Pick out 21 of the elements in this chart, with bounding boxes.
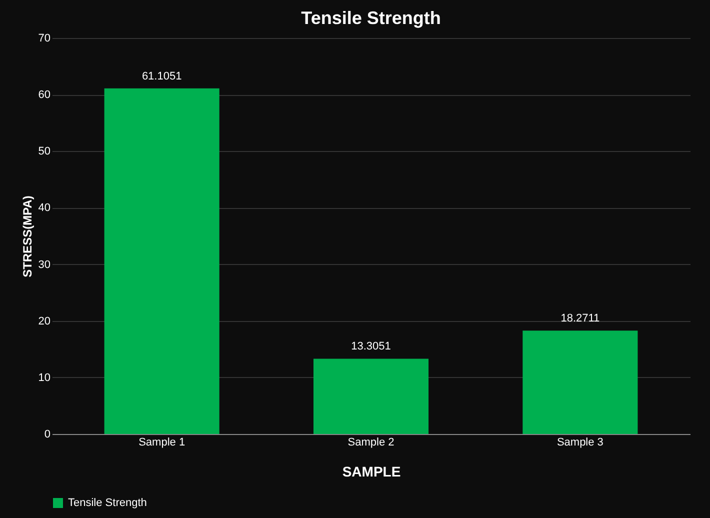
y-tick-label: 50 — [38, 146, 50, 158]
y-tick-label: 70 — [38, 32, 50, 44]
y-tick-label: 40 — [38, 202, 50, 214]
data-label: 61.1051 — [142, 70, 182, 82]
chart-title: Tensile Strength — [301, 8, 441, 28]
y-tick-label: 60 — [38, 89, 50, 102]
bar — [522, 330, 638, 434]
bar — [104, 88, 220, 434]
x-tick-label: Sample 1 — [138, 436, 186, 448]
x-axis-title: SAMPLE — [342, 464, 401, 480]
y-tick-label: 0 — [44, 428, 50, 440]
data-label: 13.3051 — [351, 340, 391, 353]
y-tick-label: 20 — [38, 315, 50, 328]
data-label: 18.2711 — [560, 312, 600, 325]
y-tick-label: 30 — [38, 258, 50, 271]
bar — [313, 358, 429, 434]
x-tick-label: Sample 2 — [348, 436, 394, 448]
y-tick-label: 10 — [38, 372, 50, 384]
x-tick-label: Sample 3 — [556, 436, 604, 448]
legend-label: Tensile Strength — [68, 497, 147, 509]
y-axis-title: STRESS(MPA) — [20, 196, 34, 278]
